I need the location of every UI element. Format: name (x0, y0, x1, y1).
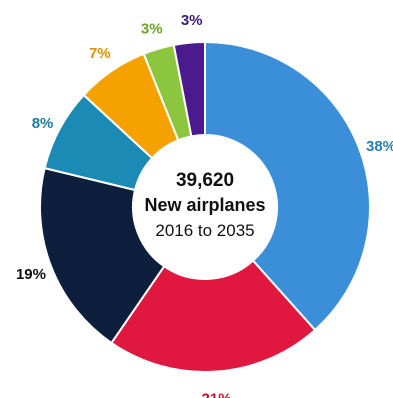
slice-label: 3% (141, 20, 163, 37)
slice-label: 19% (16, 266, 46, 283)
slice-label: 3% (181, 12, 203, 29)
slice-label: 8% (32, 115, 54, 132)
slice-label: 21% (202, 391, 232, 398)
donut-slices (39, 40, 371, 373)
donut-hole (133, 135, 277, 279)
center-total: 39,620 (176, 170, 234, 191)
slice-label: 7% (89, 45, 111, 62)
slice-label: 38% (366, 138, 393, 155)
center-subtitle: 2016 to 2035 (155, 221, 254, 240)
center-title: New airplanes (144, 195, 265, 215)
slice-labels: 38% 21% 19% 8% 7% 3% 3% (16, 12, 393, 398)
